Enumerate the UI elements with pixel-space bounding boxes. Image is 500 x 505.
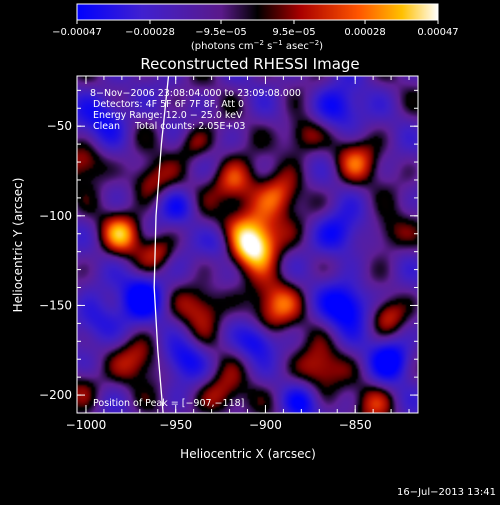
y-tick-label: −200 [39, 388, 72, 402]
x-tick-label: −850 [339, 418, 372, 432]
annotation-peak-position: Position of Peak = [−907,−118] [93, 398, 244, 409]
chart-title: Reconstructed RHESSI Image [140, 55, 359, 73]
render-timestamp: 16−Jul−2013 13:41 [397, 487, 496, 498]
heatmap-image [77, 76, 418, 413]
y-axis-label: Heliocentric Y (arcsec) [11, 178, 25, 313]
annotation-clean: Clean Total counts: 2.05E+03 [93, 121, 245, 132]
x-tick-label: −900 [249, 418, 282, 432]
colorbar-tick-label: 0.00047 [417, 27, 458, 38]
colorbar-ticks: −0.00047 −0.00028 −9.5e−05 9.5e−05 0.00028 0.… [52, 20, 459, 38]
solar-limb-arc [153, 76, 170, 413]
y-tick-label: −100 [39, 209, 72, 223]
annotation-time-range: 8−Nov−2006 23:08:04.000 to 23:09:08.000 [90, 88, 301, 99]
annotation-energy: Energy Range: 12.0 − 25.0 keV [93, 110, 243, 121]
colorbar-tick-label: −9.5e−05 [195, 27, 247, 38]
colorbar-unit: (photons cm−2 s−1 asec−2) [191, 39, 323, 52]
y-tick-label: −50 [47, 119, 72, 133]
colorbar [76, 3, 439, 21]
axis-ticks: −1000 −950 −900 −850 −50 −100 −150 −200 [39, 76, 418, 432]
colorbar-tick-label: −0.00047 [52, 27, 102, 38]
colorbar-tick-label: −0.00028 [125, 27, 175, 38]
x-axis-label: Heliocentric X (arcsec) [180, 447, 316, 461]
annotation-detectors: Detectors: 4F 5F 6F 7F 8F, Att 0 [93, 99, 244, 110]
x-tick-label: −950 [159, 418, 192, 432]
colorbar-tick-label: 0.00028 [344, 27, 385, 38]
colorbar-tick-label: 9.5e−05 [272, 27, 315, 38]
y-tick-label: −150 [39, 298, 72, 312]
x-tick-label: −1000 [66, 418, 107, 432]
